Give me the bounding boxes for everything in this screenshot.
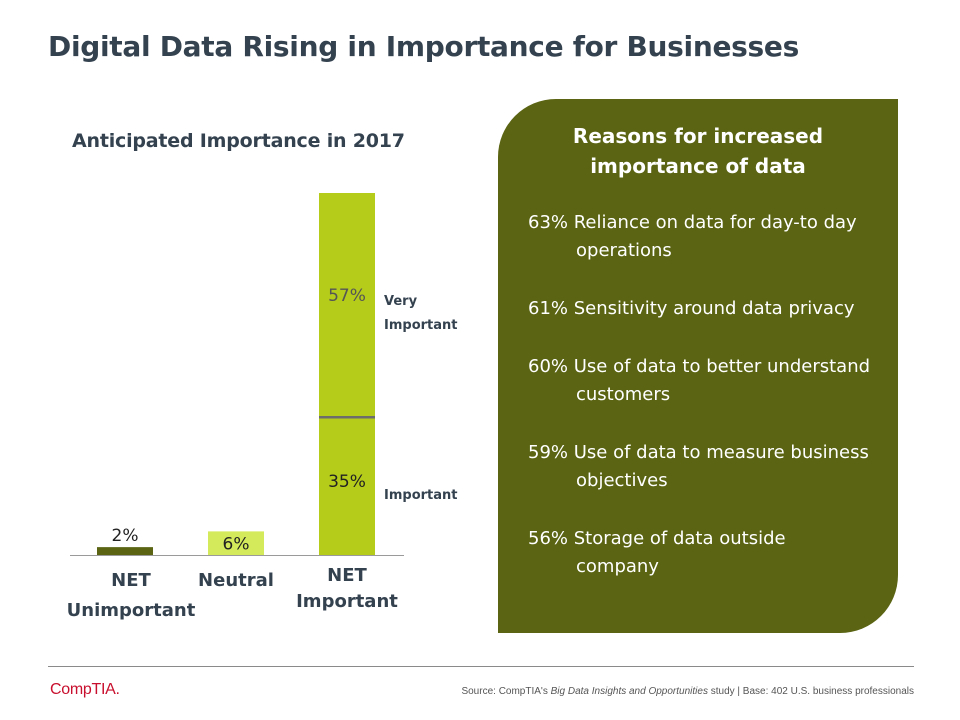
data-label: 2%	[112, 526, 139, 546]
data-label: 6%	[223, 534, 250, 554]
bar-2	[319, 193, 375, 555]
source-study-name: Big Data Insights and Opportunities	[550, 686, 708, 697]
category-label: Unimportant	[67, 600, 196, 621]
category-label: Neutral	[198, 570, 274, 591]
source-suffix: study | Base: 402 U.S. business professi…	[707, 686, 914, 697]
reasons-list: 63% Reliance on data for day-to day oper…	[528, 209, 873, 611]
data-label: 35%	[328, 472, 366, 492]
reason-item: 63% Reliance on data for day-to day oper…	[528, 212, 857, 261]
segment-legend-label: Important	[384, 318, 458, 333]
source-note: Source: CompTIA's Big Data Insights and …	[461, 686, 914, 697]
segment-legend-label: Important	[384, 488, 458, 503]
segment-legend-label: Very	[384, 294, 418, 309]
comptia-logo: CompTIA.	[50, 681, 120, 698]
category-label: Important	[296, 591, 398, 612]
bar-0	[97, 547, 153, 555]
chart-title: Anticipated Importance in 2017	[72, 130, 405, 152]
footer-divider	[48, 666, 914, 667]
reasons-panel-title-line-1: Reasons for increased	[572, 124, 824, 148]
reason-item: 59% Use of data to measure business obje…	[528, 442, 869, 491]
reasons-panel: Reasons for increased importance of data…	[498, 99, 898, 633]
page-title: Digital Data Rising in Importance for Bu…	[48, 30, 799, 63]
reason-item: 56% Storage of data outside company	[528, 528, 786, 577]
category-label: NET	[111, 570, 151, 591]
reason-item: 60% Use of data to better understand cus…	[528, 356, 871, 405]
source-prefix: Source: CompTIA's	[461, 686, 551, 697]
reasons-panel-title-line-2: importance of data	[590, 154, 806, 178]
bar-chart: 2% NET Unimportant 6% Neutral 35% 57% NET Import…	[67, 193, 458, 621]
category-label: NET	[327, 565, 367, 586]
bar-1	[208, 531, 264, 555]
reason-item: 61% Sensitivity around data privacy	[528, 298, 855, 319]
data-label: 57%	[328, 286, 366, 306]
reasons-panel-title: Reasons for increased importance of data	[498, 121, 898, 181]
